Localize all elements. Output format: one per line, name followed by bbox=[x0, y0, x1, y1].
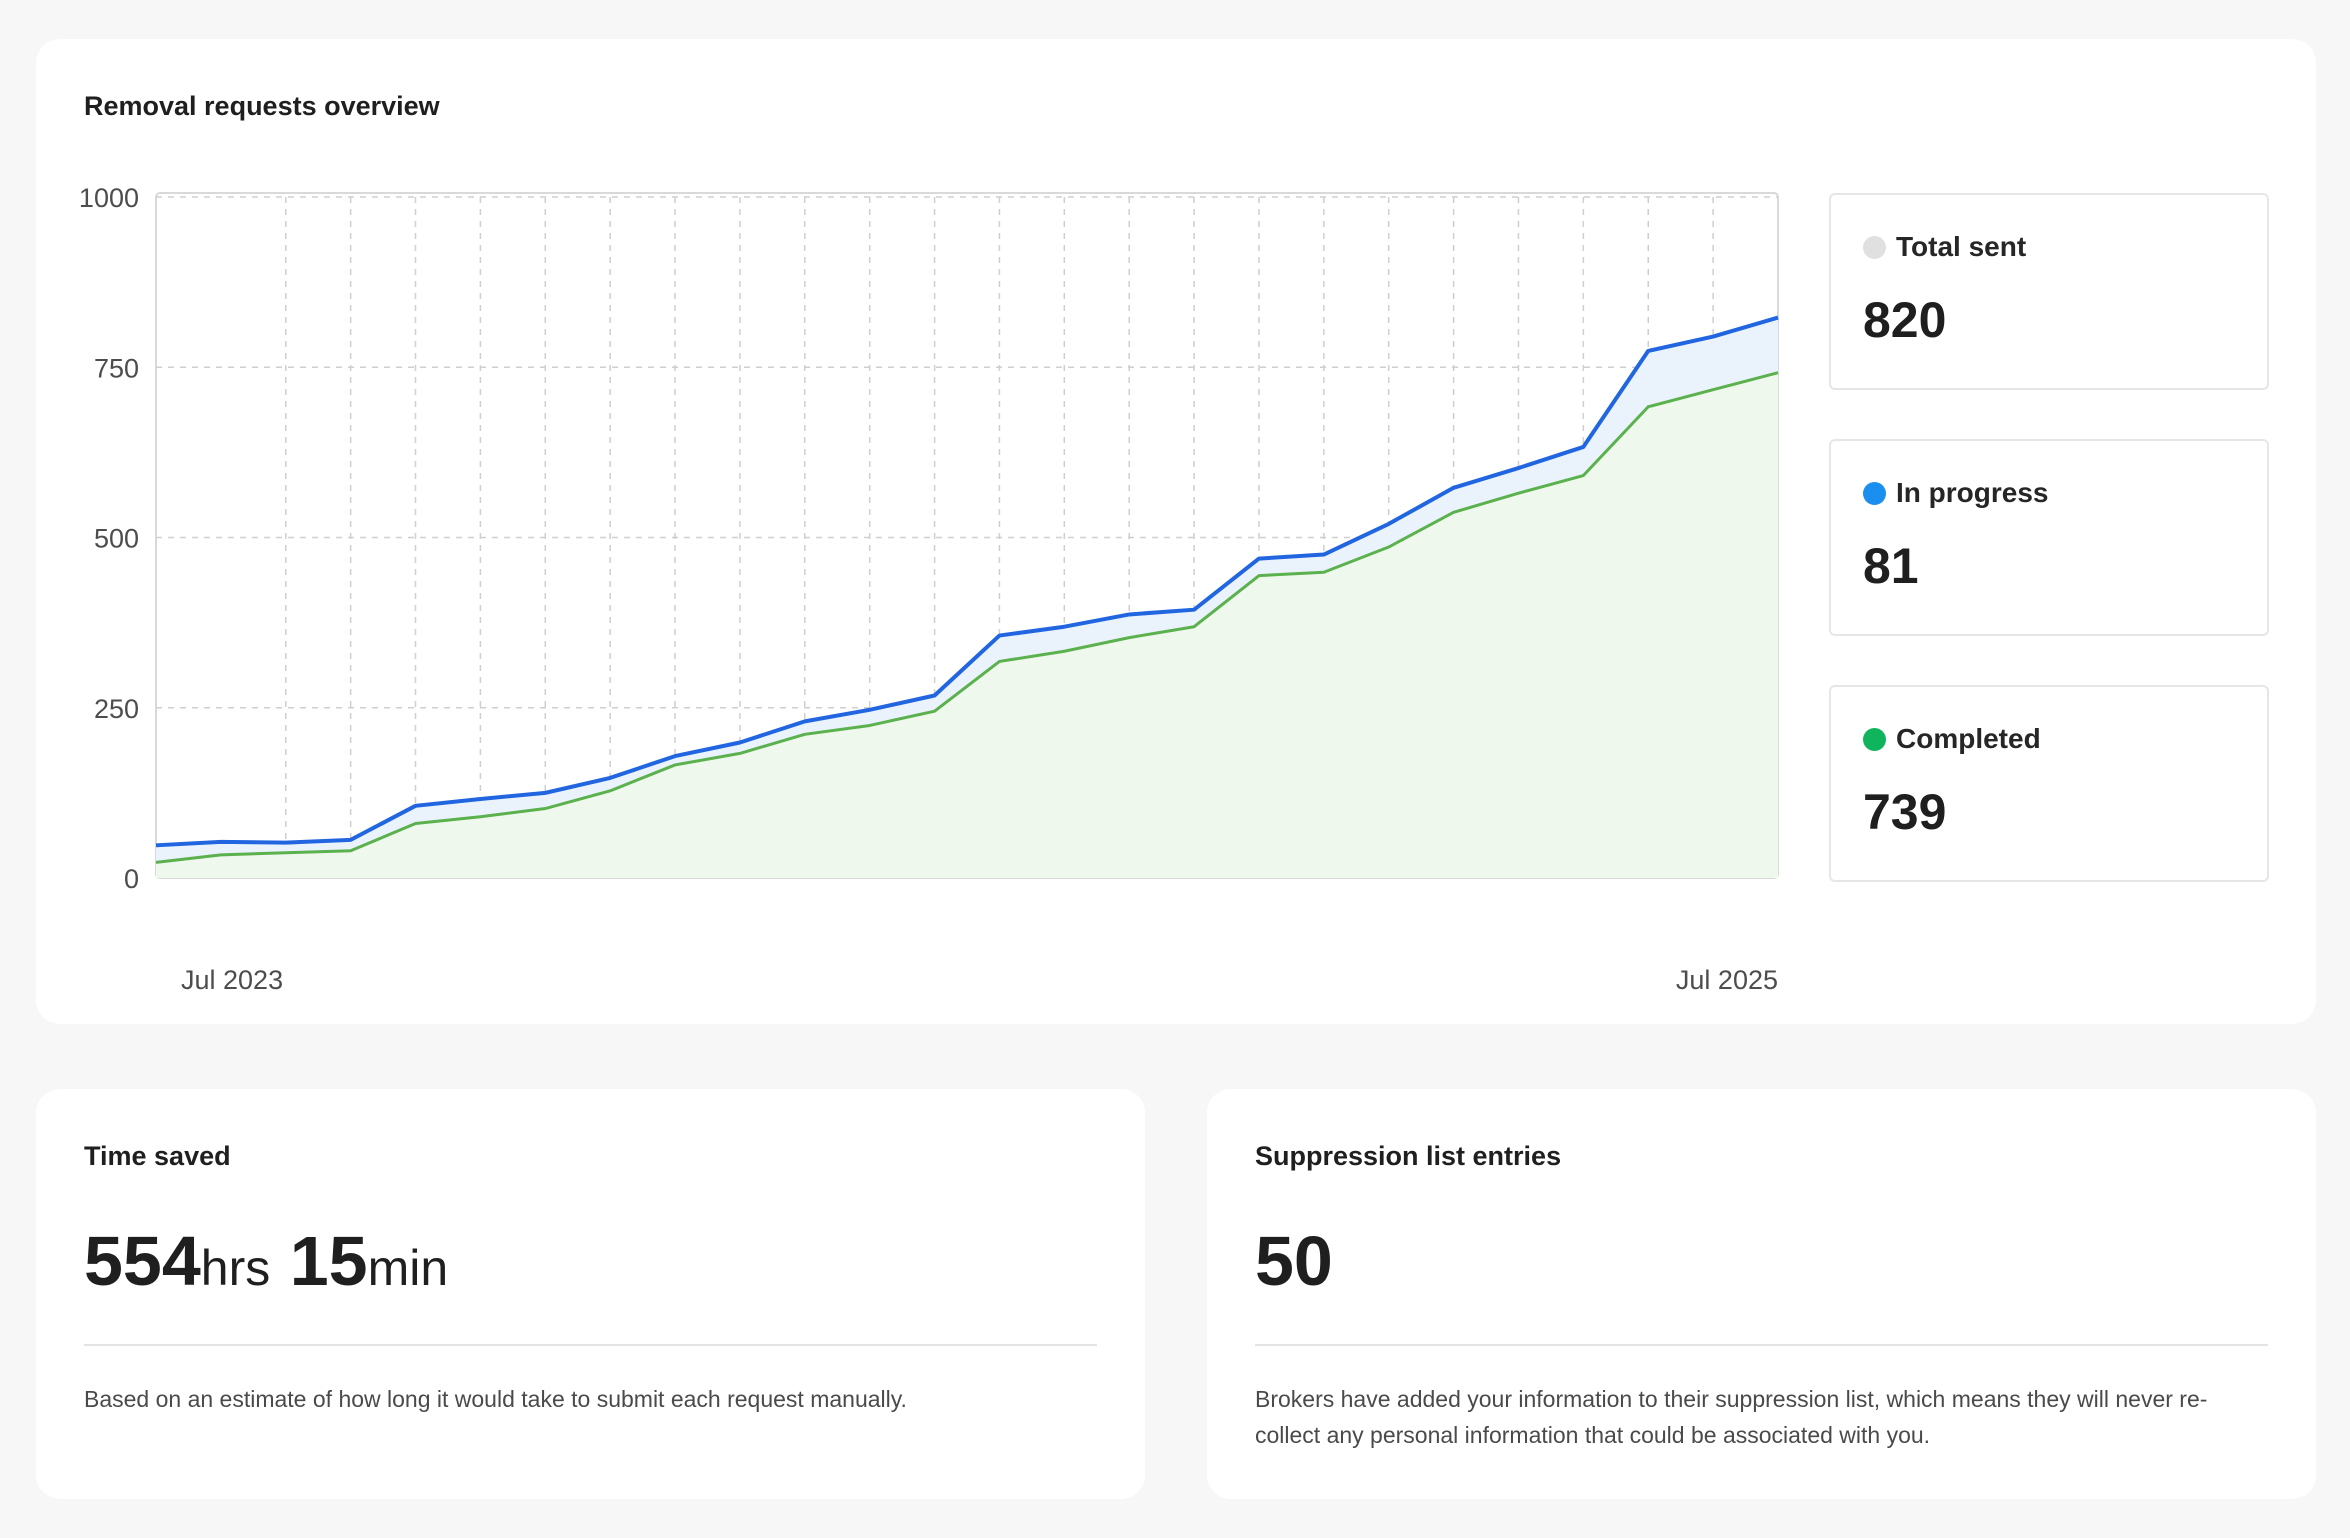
series-line-1 bbox=[155, 371, 1779, 864]
total-sent-dot-icon bbox=[1863, 235, 1886, 259]
stat-value-total-sent: 820 bbox=[1863, 292, 1947, 348]
removal-requests-chart: 0 250 500 750 1000 Jul 2023 Jul 2025 bbox=[79, 183, 1779, 995]
x-tick-label-start: Jul 2023 bbox=[181, 965, 283, 995]
divider bbox=[1255, 1344, 2268, 1346]
hours-value: 554 bbox=[84, 1222, 201, 1300]
suppression-list-card: Suppression list entries 50 Brokers have… bbox=[1207, 1089, 2316, 1499]
stat-value-completed: 739 bbox=[1863, 784, 1947, 840]
y-tick-label: 0 bbox=[124, 864, 139, 894]
minutes-value: 15 bbox=[289, 1222, 368, 1300]
y-tick-label: 1000 bbox=[79, 183, 139, 213]
stat-label-total-sent: Total sent bbox=[1896, 231, 2027, 262]
series-line-0 bbox=[155, 315, 1779, 848]
stat-label-completed: Completed bbox=[1896, 723, 2041, 754]
time-saved-title: Time saved bbox=[84, 1141, 231, 1171]
suppression-title: Suppression list entries bbox=[1255, 1141, 1562, 1171]
stat-in-progress: In progress 81 bbox=[1829, 439, 2269, 636]
divider bbox=[84, 1344, 1097, 1346]
overview-title: Removal requests overview bbox=[84, 91, 440, 121]
y-tick-label: 250 bbox=[94, 694, 139, 724]
stat-total-sent: Total sent 820 bbox=[1829, 193, 2269, 390]
removal-overview-card: Removal requests overview 0 250 500 750 1000… bbox=[36, 39, 2316, 1024]
y-tick-label: 500 bbox=[94, 524, 139, 554]
suppression-value: 50 bbox=[1255, 1222, 1333, 1300]
x-tick-label-end: Jul 2025 bbox=[1676, 965, 1778, 995]
stat-completed: Completed 739 bbox=[1829, 685, 2269, 882]
series-area-1 bbox=[156, 372, 1778, 878]
in-progress-dot-icon bbox=[1863, 481, 1886, 505]
y-tick-label: 750 bbox=[94, 353, 139, 383]
hours-unit: hrs bbox=[200, 1240, 271, 1296]
time-saved-note: Based on an estimate of how long it woul… bbox=[84, 1386, 907, 1412]
minutes-unit: min bbox=[367, 1240, 449, 1296]
completed-dot-icon bbox=[1863, 727, 1886, 751]
time-saved-card: Time saved 554hrs 15min Based on an esti… bbox=[36, 1089, 1145, 1499]
suppression-note: Brokers have added your information to t… bbox=[1255, 1386, 2208, 1448]
time-saved-value: 554hrs 15min bbox=[84, 1221, 448, 1301]
stat-label-in-progress: In progress bbox=[1896, 477, 2049, 508]
stat-value-in-progress: 81 bbox=[1863, 538, 1919, 594]
